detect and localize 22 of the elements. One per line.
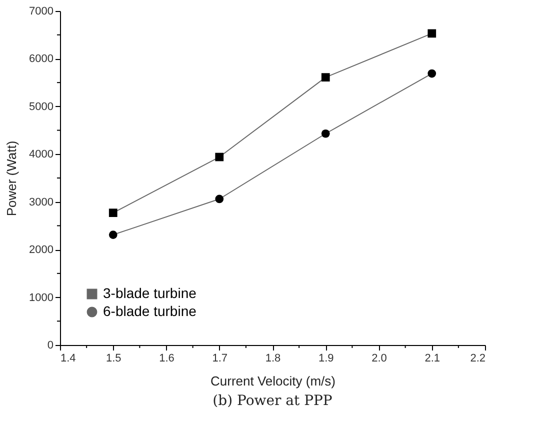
x-tick-label: 2.1 [424,352,440,364]
legend-label: 6-blade turbine [103,303,197,319]
y-tick-label: 5000 [29,100,54,113]
x-tick-label: 1.7 [212,352,228,364]
legend-label: 3-blade turbine [103,285,197,301]
y-tick-label: 7000 [29,6,54,18]
y-tick-label: 2000 [29,244,54,256]
x-tick-label: 1.8 [265,352,281,364]
x-tick-label: 2.0 [372,352,387,364]
y-axis-title: Power (Watt) [4,140,20,216]
x-tick-label: 1.5 [106,352,122,364]
x-tick-label: 2.2 [470,352,486,364]
y-tick-label: 6000 [29,53,54,66]
y-tick-label: 4000 [29,148,54,161]
x-tick-label: 1.9 [318,352,334,364]
y-tick-label: 3000 [29,196,54,208]
x-tick-label: 1.4 [60,352,76,364]
x-axis-title: Current Velocity (m/s) [210,374,336,388]
x-tick-label: 1.6 [159,352,174,364]
y-tick-label: 0 [47,340,54,352]
y-tick-label: 1000 [29,292,54,304]
text: (b) Power at PPP [212,393,332,409]
